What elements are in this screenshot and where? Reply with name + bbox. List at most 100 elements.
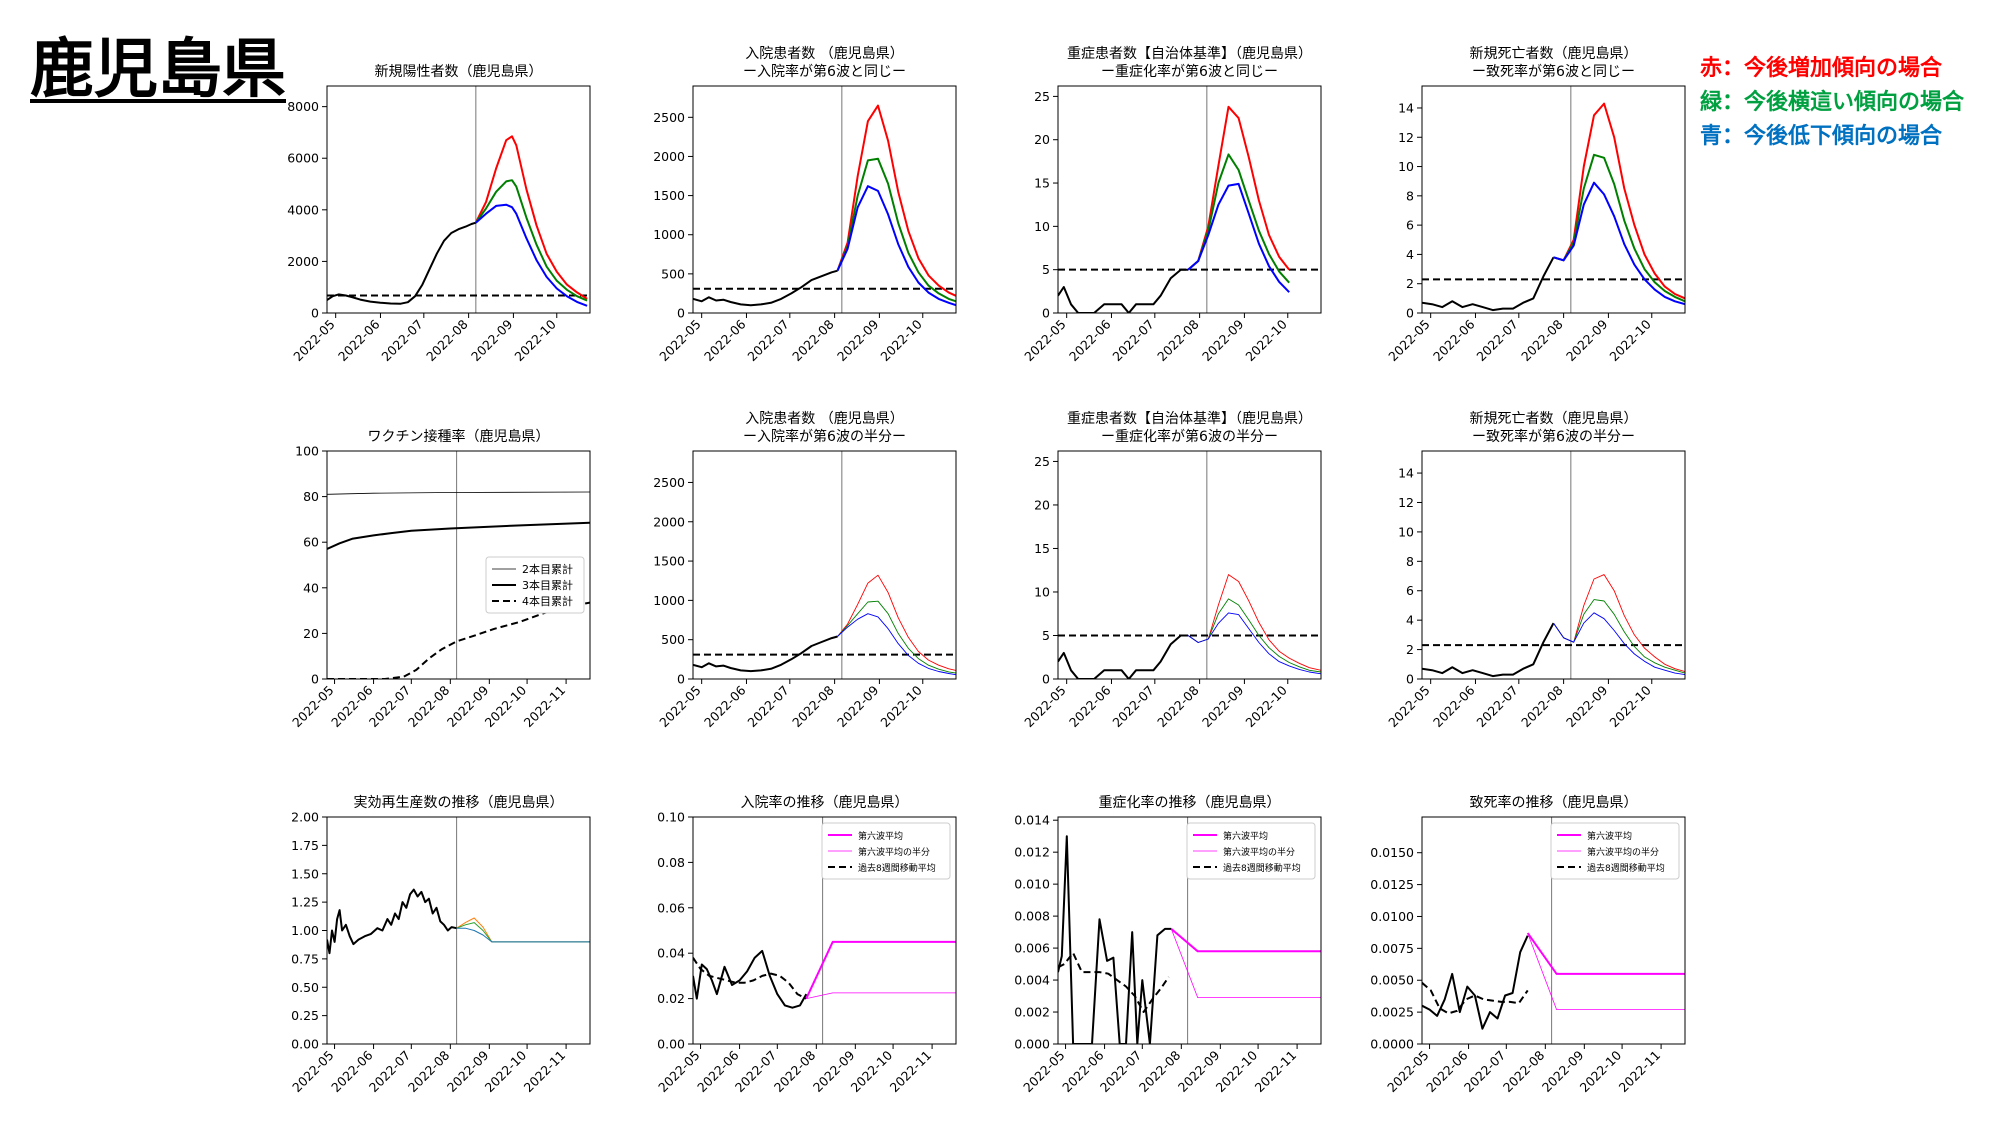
x-tick-label: 2022-07 [732,1048,780,1096]
chart-3: 重症患者数【自治体基準】（鹿児島県）ー重症化率が第6波と同じー051015202… [1021,45,1322,365]
x-tick-label: 2022-05 [1021,317,1069,365]
y-tick-label: 0.0075 [1370,941,1414,956]
x-tick-label: 2022-08 [789,682,837,730]
y-tick-label: 10 [1398,159,1414,174]
series-line-4 [475,203,588,307]
y-tick-label: 0.014 [1014,813,1050,828]
y-tick-label: 80 [303,489,319,504]
x-tick-label: 2022-10 [877,682,925,730]
y-tick-label: 2500 [653,475,685,490]
chart-title: ー重症化率が第6波と同じー [1101,63,1278,80]
scenario-note-red: 赤：今後増加傾向の場合 [1700,56,1943,81]
x-tick-label: 2022-08 [1154,682,1202,730]
y-tick-label: 0.000 [1014,1037,1050,1052]
y-tick-label: 2500 [653,110,685,125]
chart-title: ー入院率が第6波の半分ー [743,428,906,445]
x-tick-label: 2022-08 [771,1047,819,1095]
x-tick-label: 2022-06 [1430,316,1478,364]
scenario-note-green: 緑：今後横這い傾向の場合 [1700,90,1965,115]
series-line-1 [693,949,808,1009]
x-tick-label: 2022-07 [1473,317,1521,365]
page-title: 鹿児島県 [30,33,286,107]
x-tick-label: 2022-07 [744,683,792,731]
x-tick-label: 2022-05 [1385,683,1433,731]
y-tick-label: 0.08 [657,855,685,870]
y-tick-label: 6 [1406,583,1414,598]
chart-4: 新規死亡者数（鹿児島県）ー致死率が第6波と同じー 0 2 4 6 8 10 12 14 2022-… [1385,45,1686,365]
y-tick-label: 0 [311,306,319,321]
scenario-note-blue: 青：今後低下傾向の場合 [1700,124,1943,149]
series-line-4 [806,992,956,999]
chart-title: 致死率の推移（鹿児島県） [1470,794,1638,811]
x-tick-label: 2022-05 [290,317,338,365]
legend: 2本目累計 3本目累計 4本目累計 [485,556,585,614]
y-tick-label: 25 [1034,454,1050,469]
y-tick-label: 0.012 [1014,845,1050,860]
chart-8: 新規死亡者数（鹿児島県）ー致死率が第6波の半分ー 0 2 4 6 8 10 12 14 2022-… [1385,410,1686,731]
y-tick-label: 0 [1406,306,1414,321]
chart-title: 入院患者数 （鹿児島県） [745,45,903,62]
y-tick-label: 12 [1398,130,1414,145]
series-line-1 [1058,634,1189,679]
chart-title: 新規死亡者数（鹿児島県） [1470,45,1638,62]
legend-label: 第六波平均 [858,830,903,842]
x-tick-label: 2022-10 [1606,316,1654,364]
axes-frame [326,450,591,680]
x-tick-label: 2022-11 [1616,1048,1664,1096]
y-tick-label: 500 [661,632,685,647]
plot-area [1422,86,1685,313]
y-tick-label: 60 [303,535,319,550]
x-tick-label: 2022-11 [521,1048,569,1096]
series-line-1 [1422,622,1555,678]
plot-area [693,451,956,679]
y-tick-label: 0.50 [291,980,319,995]
x-tick-label: 2022-09 [1199,682,1247,730]
y-tick-label: 5 [1042,628,1050,643]
x-tick-label: 2022-08 [1500,1047,1548,1095]
y-tick-label: 2000 [653,514,685,529]
legend-label: 第六波平均の半分 [858,846,930,858]
x-tick-label: 2022-11 [887,1048,935,1096]
series-line-1 [693,635,838,673]
series-line-4 [1527,932,1685,1010]
chart-6: 入院患者数 （鹿児島県）ー入院率が第6波の半分ー 0 500 1000 1500 2000… [653,410,957,731]
legend-box [485,556,585,614]
x-tick-label: 2022-05 [656,317,704,365]
series-line-1 [1058,268,1189,313]
chart-title: 新規陽性者数（鹿児島県） [375,63,543,80]
legend-label: 4本目累計 [522,594,573,608]
plot-area [1058,451,1321,679]
series-line-4 [1553,181,1685,306]
y-tick-label: 1500 [653,554,685,569]
plot-area [1422,451,1685,679]
legend-label: 過去8週間移動平均 [1587,862,1665,874]
x-tick-label: 2022-05 [289,1048,337,1096]
axes-frame [1421,450,1686,680]
chart-1: 新規陽性者数（鹿児島県）020004000600080002022-052022… [287,63,591,365]
y-tick-label: 6 [1406,218,1414,233]
y-tick-label: 6000 [287,151,319,166]
x-tick-label: 2022-07 [744,317,792,365]
chart-title: 実効再生産数の推移（鹿児島県） [354,794,564,811]
y-tick-label: 2 [1406,276,1414,291]
series-line-4 [837,613,956,676]
legend-box [1186,822,1316,880]
series-line-2 [456,917,590,943]
y-tick-label: 2.00 [291,810,319,825]
y-tick-label: 14 [1398,100,1414,115]
x-tick-label: 2022-06 [701,682,749,730]
y-tick-label: 4 [1406,613,1414,628]
y-tick-label: 500 [661,266,685,281]
plot-area [1058,86,1321,313]
x-tick-label: 2022-05 [656,683,704,731]
x-tick-label: 2022-08 [1136,1047,1184,1095]
y-tick-label: 1.25 [291,895,319,910]
y-tick-label: 1.75 [291,838,319,853]
x-tick-label: 2022-10 [482,1047,530,1095]
x-tick-label: 2022-07 [1097,1048,1145,1096]
series-line-2 [837,574,956,671]
y-tick-label: 0 [311,672,319,687]
